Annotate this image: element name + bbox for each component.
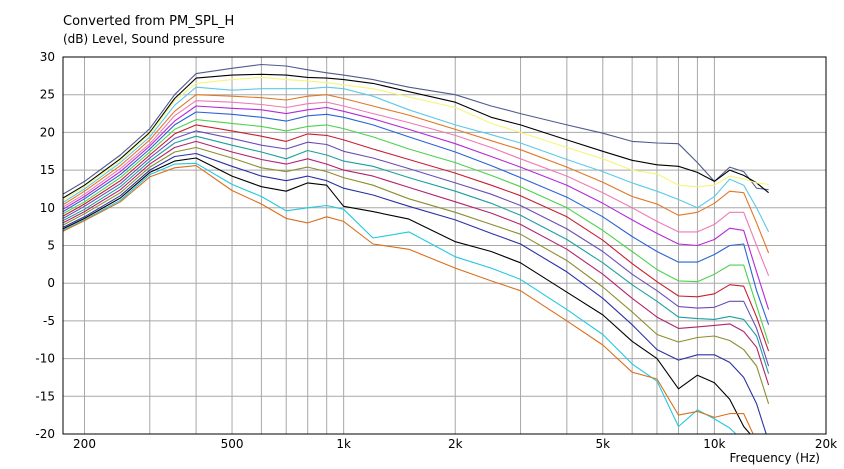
x-tick-label: 20k xyxy=(815,437,837,451)
y-axis-label: (dB) Level, Sound pressure xyxy=(63,32,225,46)
series-line-2 xyxy=(63,73,769,199)
grid-lines xyxy=(63,56,827,435)
series-line-12 xyxy=(63,135,770,374)
series-line-15 xyxy=(63,152,767,434)
series-line-17 xyxy=(63,162,737,434)
series-line-16 xyxy=(63,157,751,434)
series-line-7 xyxy=(63,105,770,310)
series-line-1 xyxy=(63,63,769,195)
y-tick-label: -5 xyxy=(43,314,55,328)
y-tick-label: 30 xyxy=(40,50,55,64)
chart-title: Converted from PM_SPL_H xyxy=(63,14,234,29)
y-tick-label: -20 xyxy=(35,427,55,441)
series-line-18 xyxy=(63,165,754,434)
series-line-10 xyxy=(63,124,770,352)
tick-labels: 30 25 20 15 10 5 0 -5 -10 -15 -20 200 500 1k 2k 5k 10k 20… xyxy=(35,50,837,451)
series-line-8 xyxy=(63,111,770,325)
y-tick-label: 10 xyxy=(40,201,55,215)
y-tick-label: 20 xyxy=(40,125,55,139)
series-line-5 xyxy=(63,94,770,254)
x-axis-label: Frequency (Hz) xyxy=(730,451,821,465)
y-tick-label: 0 xyxy=(47,276,55,290)
series-line-3 xyxy=(63,76,769,201)
series-line-6 xyxy=(63,100,770,276)
x-tick-label: 2k xyxy=(448,437,463,451)
x-tick-label: 5k xyxy=(595,437,610,451)
y-tick-label: 25 xyxy=(40,88,55,102)
y-tick-label: 5 xyxy=(47,239,55,253)
x-tick-label: 200 xyxy=(73,437,96,451)
series-line-9 xyxy=(63,119,770,344)
y-tick-label: 15 xyxy=(40,163,55,177)
series-layer xyxy=(63,63,770,434)
x-tick-label: 10k xyxy=(703,437,725,451)
y-tick-label: -15 xyxy=(35,389,55,403)
series-line-11 xyxy=(63,130,770,367)
y-tick-label: -10 xyxy=(35,352,55,366)
series-line-13 xyxy=(63,140,770,386)
series-line-14 xyxy=(63,146,770,404)
series-line-4 xyxy=(63,86,770,233)
x-tick-label: 1k xyxy=(336,437,351,451)
x-tick-label: 500 xyxy=(221,437,244,451)
plot-frame xyxy=(62,56,827,435)
series-group xyxy=(63,63,770,434)
